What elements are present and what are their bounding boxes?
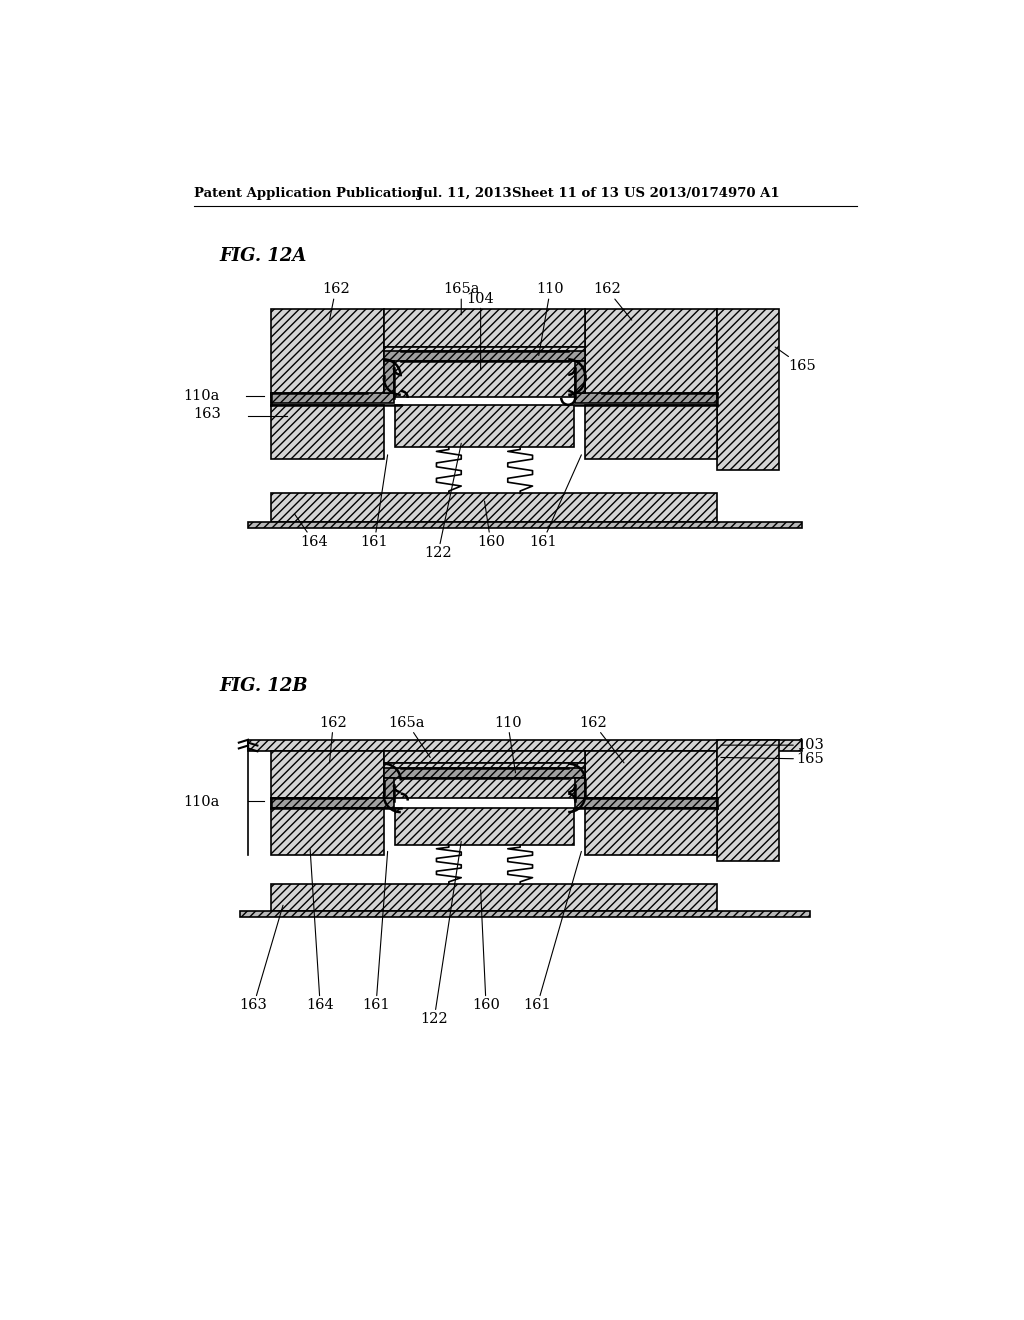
- Bar: [271, 751, 384, 797]
- Bar: [384, 347, 586, 397]
- Text: 162: 162: [319, 715, 347, 763]
- Bar: [384, 768, 586, 779]
- Text: 122: 122: [424, 444, 461, 561]
- Text: Sheet 11 of 13: Sheet 11 of 13: [512, 187, 618, 201]
- Bar: [271, 393, 394, 404]
- Bar: [395, 405, 573, 447]
- Text: 165: 165: [721, 752, 824, 766]
- Bar: [586, 405, 717, 459]
- Bar: [586, 309, 717, 397]
- Bar: [575, 393, 717, 404]
- Bar: [575, 360, 586, 393]
- Text: US 2013/0174970 A1: US 2013/0174970 A1: [624, 187, 779, 201]
- Bar: [271, 797, 394, 808]
- Text: 161: 161: [523, 851, 582, 1012]
- Text: 160: 160: [472, 890, 500, 1012]
- Bar: [384, 351, 586, 360]
- Bar: [384, 779, 394, 797]
- Text: 163: 163: [240, 906, 283, 1012]
- Text: 162: 162: [322, 282, 349, 321]
- Text: 110a: 110a: [183, 795, 219, 809]
- Text: 161: 161: [362, 851, 390, 1012]
- Text: 103: 103: [721, 738, 824, 752]
- Bar: [575, 779, 586, 797]
- Bar: [271, 405, 384, 459]
- Bar: [575, 797, 717, 808]
- Text: 162: 162: [593, 282, 632, 321]
- Bar: [717, 739, 779, 862]
- Bar: [271, 494, 717, 521]
- Text: 110: 110: [537, 282, 564, 355]
- Text: 165a: 165a: [389, 715, 430, 758]
- Text: 164: 164: [306, 849, 334, 1012]
- Text: Jul. 11, 2013: Jul. 11, 2013: [417, 187, 512, 201]
- Text: FIG. 12B: FIG. 12B: [219, 677, 308, 694]
- Text: FIG. 12A: FIG. 12A: [219, 247, 307, 265]
- Bar: [271, 808, 384, 855]
- Text: 165: 165: [775, 347, 816, 374]
- Bar: [717, 309, 779, 470]
- Text: 163: 163: [194, 407, 221, 421]
- Bar: [384, 360, 394, 393]
- Text: 164: 164: [295, 515, 328, 549]
- Bar: [248, 521, 802, 528]
- Text: 162: 162: [580, 715, 624, 763]
- Text: 160: 160: [477, 502, 505, 549]
- Bar: [384, 309, 586, 347]
- Text: 161: 161: [360, 455, 388, 549]
- Bar: [384, 751, 586, 763]
- Text: 165a: 165a: [443, 282, 479, 314]
- Bar: [586, 751, 717, 797]
- Bar: [271, 884, 717, 911]
- Bar: [248, 739, 802, 751]
- Bar: [271, 309, 384, 397]
- Bar: [241, 911, 810, 917]
- Text: 104: 104: [467, 292, 495, 370]
- Bar: [586, 808, 717, 855]
- Text: 161: 161: [528, 455, 582, 549]
- Text: Patent Application Publication: Patent Application Publication: [194, 187, 421, 201]
- Bar: [395, 808, 573, 845]
- Text: 122: 122: [420, 841, 461, 1026]
- Text: 110a: 110a: [183, 389, 219, 404]
- Text: 110: 110: [494, 715, 521, 774]
- Bar: [384, 763, 586, 797]
